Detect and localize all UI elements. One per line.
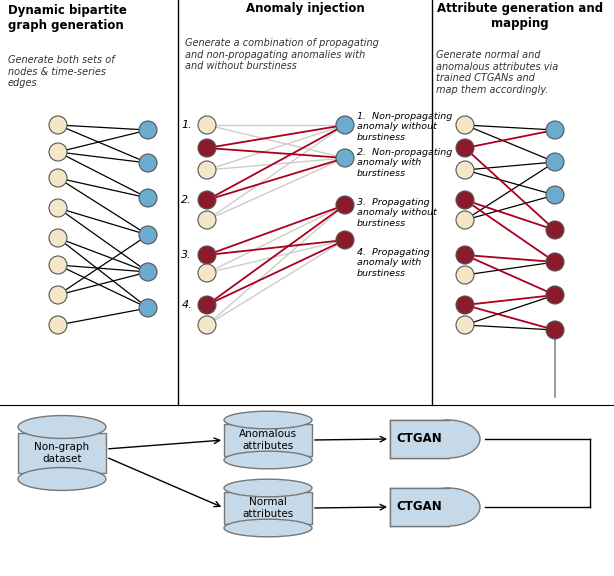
Text: Generate normal and
anomalous attributes via
trained CTGANs and
map them accordi: Generate normal and anomalous attributes…: [436, 50, 558, 95]
Polygon shape: [18, 433, 106, 473]
Text: CTGAN: CTGAN: [397, 501, 442, 513]
Circle shape: [198, 316, 216, 334]
Circle shape: [546, 153, 564, 171]
Circle shape: [139, 121, 157, 139]
Circle shape: [456, 296, 474, 314]
Circle shape: [198, 211, 216, 229]
Text: CTGAN: CTGAN: [397, 433, 442, 445]
Polygon shape: [224, 492, 312, 524]
Circle shape: [456, 246, 474, 264]
Circle shape: [139, 154, 157, 172]
Circle shape: [198, 264, 216, 282]
Text: Anomaly injection: Anomaly injection: [246, 2, 364, 15]
Circle shape: [198, 296, 216, 314]
Circle shape: [456, 266, 474, 284]
Text: 1.  Non-propagating
anomaly without
burstiness: 1. Non-propagating anomaly without burst…: [357, 112, 453, 142]
Circle shape: [139, 299, 157, 317]
Text: Attribute generation and
mapping: Attribute generation and mapping: [437, 2, 603, 30]
Circle shape: [546, 121, 564, 139]
Circle shape: [456, 316, 474, 334]
Circle shape: [49, 143, 67, 161]
Text: Generate both sets of
nodes & time-series
edges: Generate both sets of nodes & time-serie…: [8, 55, 115, 88]
Ellipse shape: [224, 479, 312, 497]
Text: 2.  Non-propagating
anomaly with
burstiness: 2. Non-propagating anomaly with burstine…: [357, 148, 453, 178]
Text: 2.: 2.: [181, 195, 192, 205]
Ellipse shape: [224, 451, 312, 469]
Text: Dynamic bipartite
graph generation: Dynamic bipartite graph generation: [8, 4, 127, 32]
Polygon shape: [224, 425, 312, 456]
Circle shape: [49, 169, 67, 187]
Circle shape: [139, 189, 157, 207]
Circle shape: [546, 321, 564, 339]
Text: 3.: 3.: [181, 250, 192, 260]
Circle shape: [198, 191, 216, 209]
Text: 4.  Propagating
anomaly with
burstiness: 4. Propagating anomaly with burstiness: [357, 248, 430, 278]
Ellipse shape: [224, 519, 312, 537]
Circle shape: [198, 116, 216, 134]
Circle shape: [546, 286, 564, 304]
Text: Generate a combination of propagating
and non-propagating anomalies with
and wit: Generate a combination of propagating an…: [185, 38, 379, 71]
FancyBboxPatch shape: [390, 420, 448, 458]
Circle shape: [336, 196, 354, 214]
Text: 3.  Propagating
anomaly without
burstiness: 3. Propagating anomaly without burstines…: [357, 198, 437, 228]
Ellipse shape: [417, 420, 480, 458]
Text: Anomalous
attributes: Anomalous attributes: [239, 429, 297, 451]
Text: Non-graph
dataset: Non-graph dataset: [34, 442, 90, 464]
Circle shape: [198, 246, 216, 264]
Circle shape: [198, 161, 216, 179]
Circle shape: [49, 116, 67, 134]
Circle shape: [49, 256, 67, 274]
Circle shape: [456, 139, 474, 157]
Text: 1.: 1.: [181, 120, 192, 130]
Circle shape: [49, 199, 67, 217]
Circle shape: [456, 116, 474, 134]
Text: 4.: 4.: [181, 300, 192, 310]
FancyBboxPatch shape: [390, 420, 448, 458]
Ellipse shape: [18, 468, 106, 490]
Ellipse shape: [18, 415, 106, 438]
Circle shape: [456, 191, 474, 209]
Circle shape: [49, 316, 67, 334]
Circle shape: [336, 231, 354, 249]
Ellipse shape: [417, 488, 480, 526]
Circle shape: [456, 211, 474, 229]
Circle shape: [336, 149, 354, 167]
Circle shape: [546, 186, 564, 204]
Circle shape: [49, 286, 67, 304]
Circle shape: [456, 161, 474, 179]
FancyBboxPatch shape: [390, 488, 448, 526]
Circle shape: [198, 139, 216, 157]
Circle shape: [139, 226, 157, 244]
Ellipse shape: [224, 411, 312, 429]
Circle shape: [49, 229, 67, 247]
Circle shape: [139, 263, 157, 281]
FancyBboxPatch shape: [390, 488, 448, 526]
Circle shape: [546, 253, 564, 271]
Text: Normal
attributes: Normal attributes: [243, 497, 293, 519]
Circle shape: [546, 221, 564, 239]
Circle shape: [336, 116, 354, 134]
